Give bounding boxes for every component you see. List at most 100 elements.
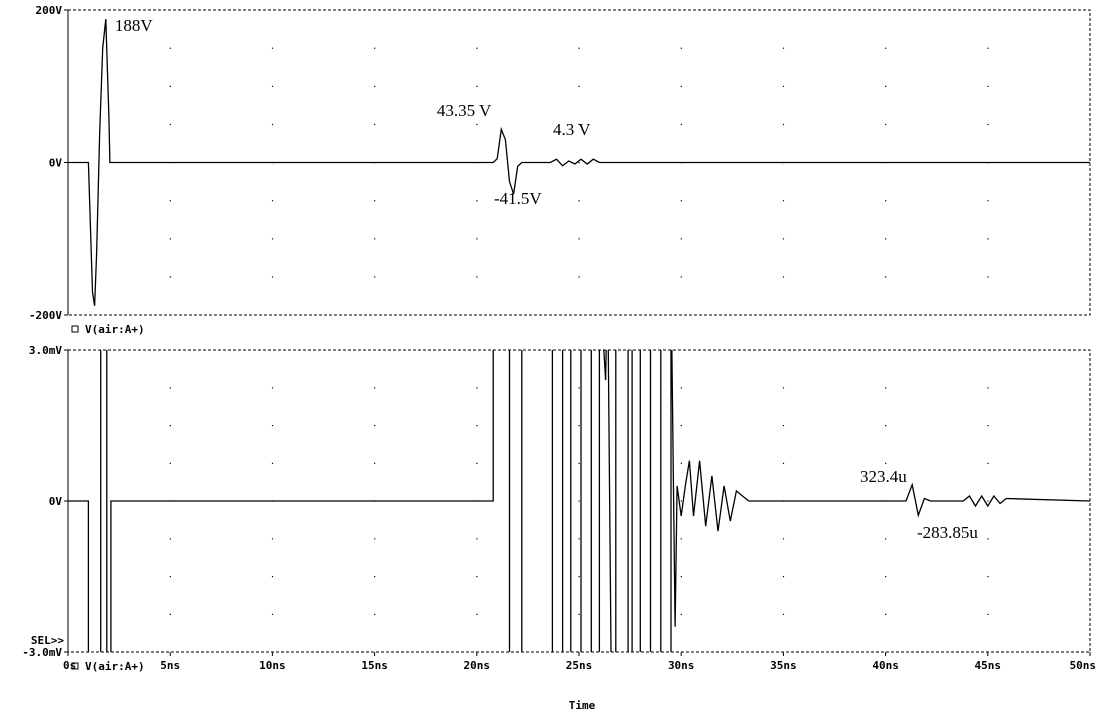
bottom-grid-dot [271,462,274,464]
bottom-grid-dot [885,538,887,540]
bottom-grid-dot [374,538,376,540]
x-tick-label: 0s [63,659,76,672]
bottom-grid-dot [169,576,171,578]
bottom-grid-dot [782,538,785,540]
bottom-grid-dot [271,387,274,389]
top-y-tick-label: 200V [36,4,63,17]
top-grid-dot [578,123,580,126]
top-grid-dot [476,200,478,202]
bottom-grid-dot [885,387,887,389]
bottom-y-tick-label: -3.0mV [22,646,62,659]
top-grid-dot [476,238,478,240]
bottom-grid-dot [578,576,580,578]
bottom-grid-dot [782,425,785,427]
bottom-grid-dot [169,425,171,427]
top-grid-dot [578,200,580,202]
top-grid-dot [782,238,785,240]
x-tick-label: 30ns [668,659,695,672]
top-grid-dot [271,276,274,278]
bottom-grid-dot [578,538,580,540]
bottom-grid-dot [476,425,478,427]
bottom-grid-dot [987,613,989,615]
top-grid-dot [374,47,376,49]
bottom-grid-dot [782,576,785,578]
bottom-grid-dot [578,462,580,464]
top-grid-dot [578,238,580,240]
top-grid-dot [169,238,171,240]
top-y-tick-label: 0V [49,157,63,170]
top-grid-dot [374,85,376,87]
top-grid-dot [987,47,989,49]
top-grid-dot [987,85,989,87]
bottom-grid-dot [374,462,376,464]
top-grid-dot [271,47,274,49]
top-value-label: 43.35 V [437,101,492,120]
top-grid-dot [680,238,682,240]
bottom-grid-dot [680,500,682,502]
bottom-value-label: 323.4u [860,467,907,486]
top-grid-dot [578,276,580,278]
bottom-grid-dot [885,576,887,578]
top-grid-dot [987,238,989,240]
top-grid-dot [782,276,785,278]
top-grid-dot [680,276,682,278]
bottom-grid-dot [271,613,274,615]
bottom-grid-dot [782,387,785,389]
top-legend-square-icon [71,325,79,333]
top-grid-dot [374,238,376,240]
x-tick-label: 45ns [975,659,1002,672]
x-tick-label: 10ns [259,659,286,672]
bottom-plot-area: 3.0mV 0V -3.0mV 323.4u -283.85u V(air:A+) SEL>… [22,344,1097,712]
bottom-grid-dot [885,613,887,615]
top-grid-dot [885,200,887,202]
bottom-grid-dot [578,387,580,389]
top-grid-dot [885,47,887,49]
bottom-grid-dot [987,576,989,578]
bottom-grid-dot [374,613,376,615]
bottom-grid-dot [476,538,478,540]
bottom-grid-dot [374,387,376,389]
x-tick-label: 50ns [1070,659,1097,672]
bottom-grid-dot [169,538,171,540]
bottom-grid-dot [271,425,274,427]
x-tick-label: 35ns [770,659,797,672]
top-grid-dot [169,200,171,202]
top-grid-dot [169,123,171,126]
top-grid-dot [271,238,274,240]
top-series-line [68,19,1090,306]
top-grid-dot [782,85,785,87]
top-grid-dot [476,123,478,126]
bottom-grid-dot [680,538,682,540]
top-grid-dot [476,276,478,278]
bottom-grid-dot [476,387,478,389]
top-grid-dot [271,200,274,202]
top-grid-dot [885,238,887,240]
bottom-grid-dot [374,576,376,578]
top-grid-dot [476,47,478,49]
bottom-grid-dot [271,576,274,578]
bottom-grid-dot [680,576,682,578]
top-grid-dot [885,123,887,126]
top-value-label: -41.5V [494,189,542,208]
bottom-grid-dot [169,613,171,615]
x-tick-label: 5ns [160,659,180,672]
bottom-y-tick-label: 0V [49,495,63,508]
bottom-grid-dot [271,538,274,540]
x-tick-label: 20ns [464,659,491,672]
top-grid-dot [578,85,580,87]
top-grid-dot [987,200,989,202]
bottom-grid-dot [476,613,478,615]
x-tick-label: 15ns [361,659,388,672]
top-grid-dot [782,47,785,49]
bottom-grid-dot [885,425,887,427]
x-tick-label: 40ns [872,659,899,672]
bottom-legend-square-icon [71,662,79,670]
top-grid-dot [578,47,580,49]
top-value-label: 188V [115,16,154,35]
bottom-grid-dot [987,425,989,427]
top-grid-dot [271,85,274,87]
top-grid-dot [680,200,682,202]
bottom-grid-dot [578,425,580,427]
sel-marker: SEL>> [31,634,64,647]
top-value-label: 4.3 V [553,120,591,139]
